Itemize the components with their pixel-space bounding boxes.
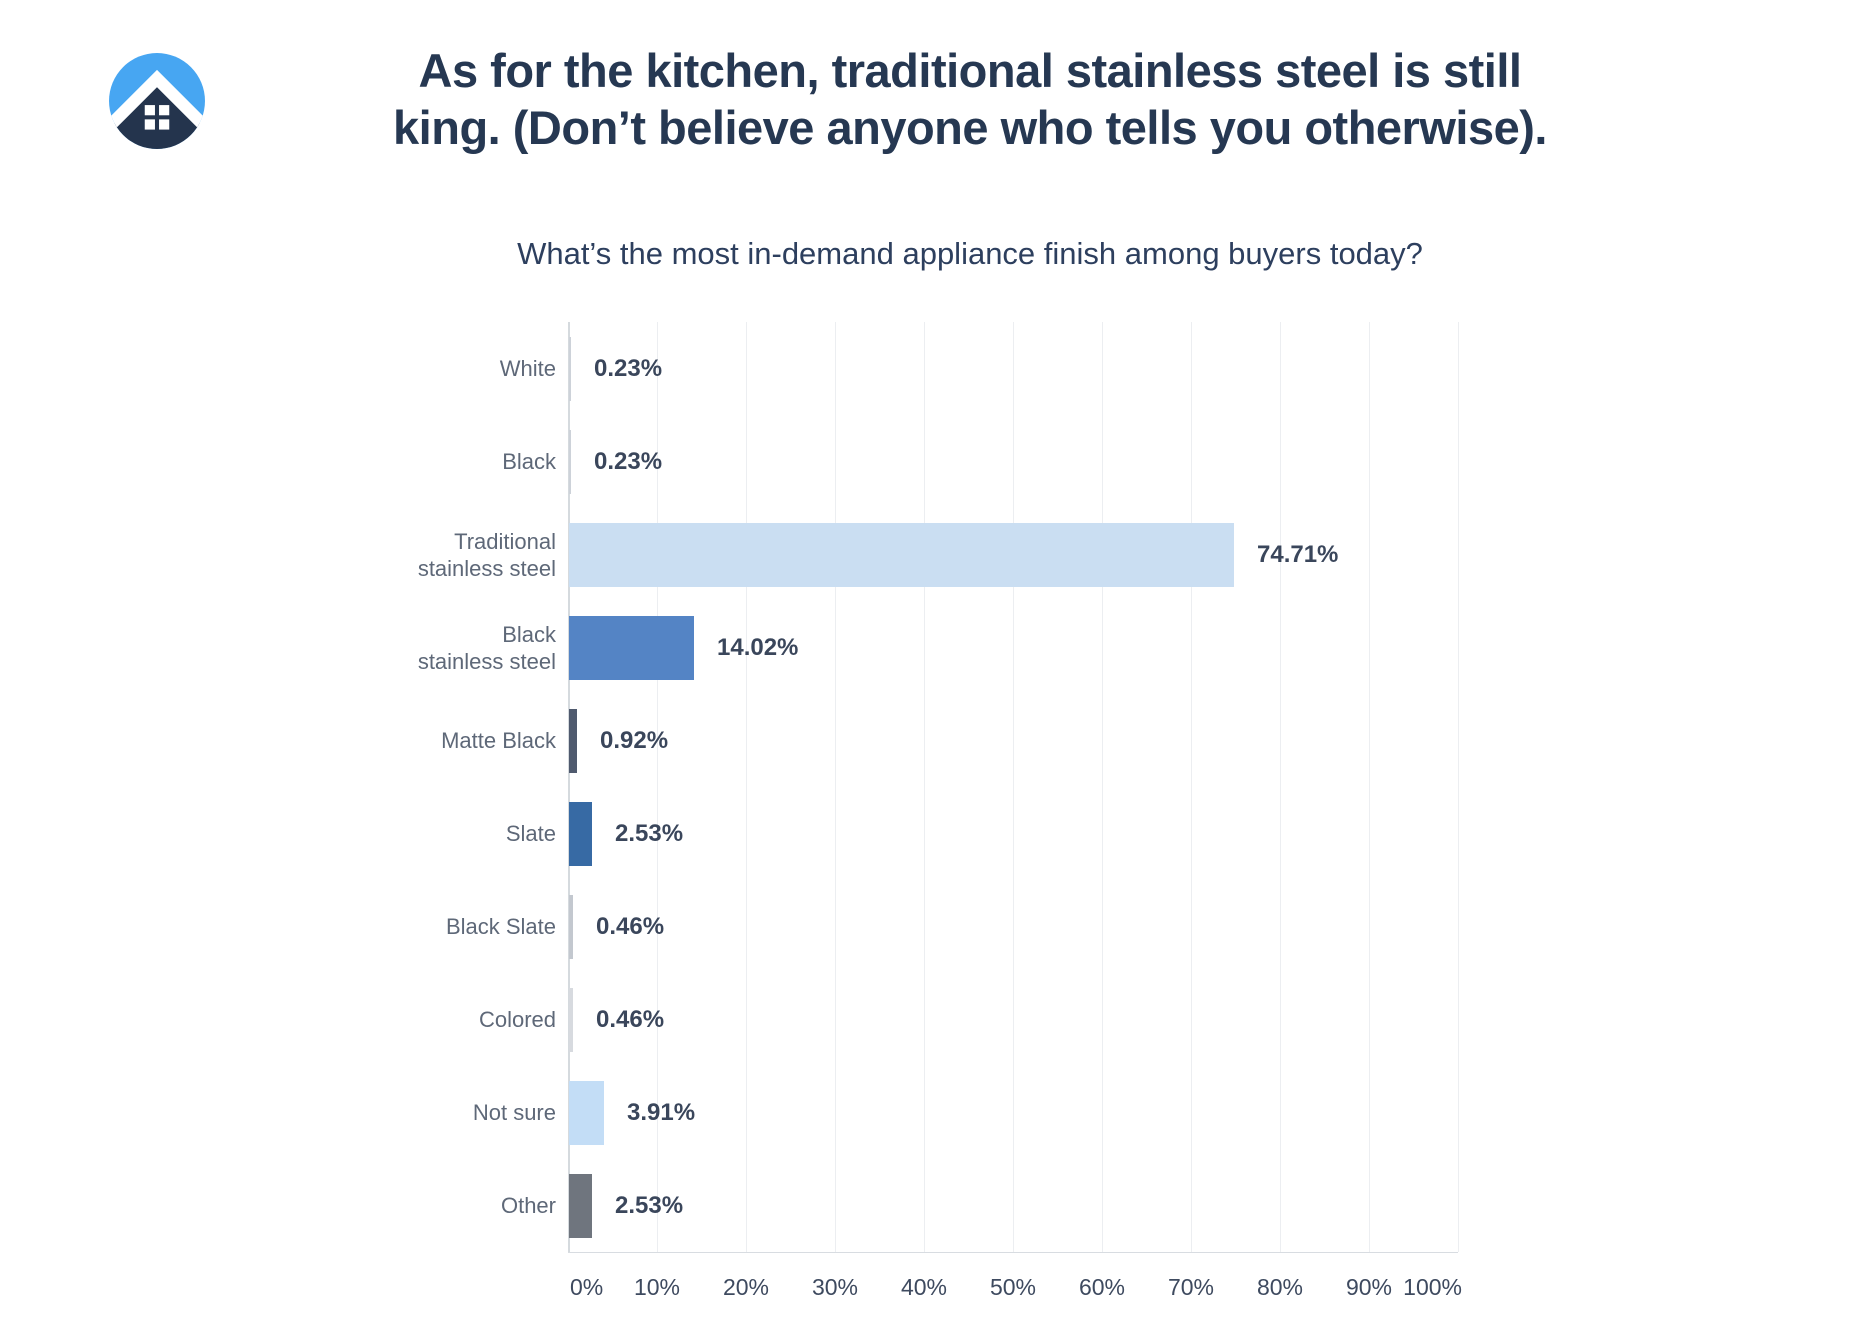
bar — [569, 708, 577, 773]
category-label-line: Slate — [505, 821, 556, 846]
bar — [569, 615, 694, 680]
page-title-line-2: king. (Don’t believe anyone who tells yo… — [393, 101, 1547, 154]
bar — [569, 894, 573, 959]
value-label: 0.92% — [600, 726, 669, 754]
value-label: 0.46% — [596, 912, 665, 940]
chart-question: What’s the most in-demand appliance fini… — [517, 236, 1423, 271]
x-tick-label: 10% — [633, 1274, 681, 1300]
gridline — [1013, 322, 1014, 1252]
y-axis-line — [568, 322, 570, 1252]
category-label: Not sure — [256, 1066, 556, 1159]
house-icon — [109, 53, 205, 149]
x-tick-label: 80% — [1256, 1274, 1304, 1300]
category-label-line: Other — [500, 1193, 556, 1218]
gridline — [1369, 322, 1370, 1252]
homelight-logo — [108, 52, 206, 150]
page-title-line-1: As for the kitchen, traditional stainles… — [418, 44, 1522, 97]
bar — [569, 522, 1234, 587]
category-label-line: Matte Black — [441, 728, 556, 753]
x-tick-label: 30% — [811, 1274, 859, 1300]
category-label: Slate — [256, 787, 556, 880]
x-axis: 0% 10% 20% 30% 40% 50% 60% 70% 80% 90% 100% — [0, 1252, 1870, 1300]
gridline — [835, 322, 836, 1252]
x-tick-label: 60% — [1078, 1274, 1126, 1300]
bar — [569, 336, 571, 401]
x-tick-label: 0% — [570, 1274, 604, 1300]
gridline — [924, 322, 925, 1252]
value-label: 0.23% — [594, 354, 663, 382]
gridline — [1191, 322, 1192, 1252]
category-label: Other — [256, 1159, 556, 1252]
x-tick-label: 70% — [1167, 1274, 1215, 1300]
bar — [569, 429, 571, 494]
value-label: 14.02% — [717, 633, 799, 661]
x-tick-label: 90% — [1345, 1274, 1393, 1300]
x-tick-label: 50% — [989, 1274, 1037, 1300]
gridline — [657, 322, 658, 1252]
category-label-line: Traditional — [454, 528, 556, 554]
bar — [569, 987, 573, 1052]
plot-area: 0.23% 0.23% 74.71% 14.02% 0.92% 2.53% 0.46% 0.4… — [568, 322, 1459, 1253]
value-label: 0.23% — [594, 447, 663, 475]
x-tick-label: 40% — [900, 1274, 948, 1300]
category-label: Colored — [256, 973, 556, 1066]
category-label-line: Colored — [478, 1007, 556, 1032]
value-label: 2.53% — [615, 1191, 684, 1219]
x-tick-label: 20% — [722, 1274, 770, 1300]
gridline — [1280, 322, 1281, 1252]
category-label: Traditional stainless steel — [256, 508, 556, 601]
category-label-line: Black — [502, 621, 556, 647]
page-title: As for the kitchen, traditional stainles… — [70, 42, 1870, 156]
category-label-line: stainless steel — [417, 648, 556, 674]
gridline — [1102, 322, 1103, 1252]
category-label-line: Black Slate — [445, 914, 556, 939]
gridline — [746, 322, 747, 1252]
value-label: 74.71% — [1257, 540, 1339, 568]
category-label-line: Not sure — [472, 1100, 556, 1125]
x-tick-label: 100% — [1403, 1274, 1462, 1300]
category-label: Black Slate — [256, 880, 556, 973]
value-label: 3.91% — [627, 1098, 696, 1126]
bar — [569, 1173, 592, 1238]
bar-chart: 0.23% 0.23% 74.71% 14.02% 0.92% 2.53% 0.46% 0.4… — [0, 322, 1870, 1253]
category-label-line: stainless steel — [417, 555, 556, 581]
category-label: Black — [256, 415, 556, 508]
value-label: 2.53% — [615, 819, 684, 847]
value-label: 0.46% — [596, 1005, 665, 1033]
category-label-line: Black — [502, 449, 556, 474]
category-label-line: White — [499, 356, 556, 381]
category-label: Black stainless steel — [256, 601, 556, 694]
bar — [569, 1080, 604, 1145]
bar — [569, 801, 592, 866]
gridline — [1458, 322, 1459, 1252]
category-label: White — [256, 322, 556, 415]
category-label: Matte Black — [256, 694, 556, 787]
